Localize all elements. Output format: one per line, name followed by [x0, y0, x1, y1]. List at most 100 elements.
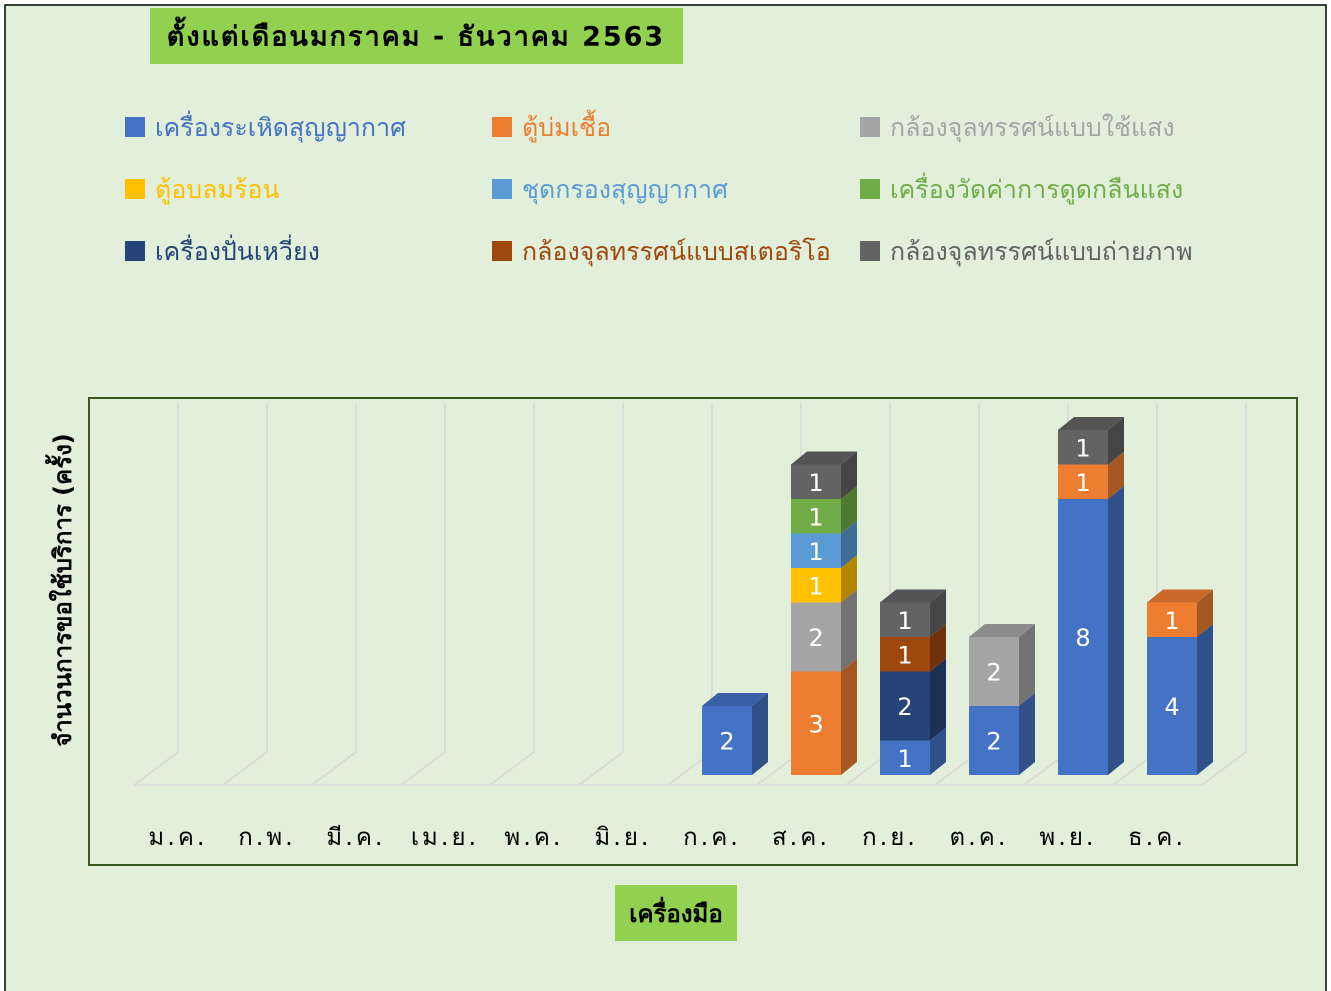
- bar-top: [702, 693, 768, 706]
- bar: [702, 706, 752, 775]
- bar: [880, 671, 930, 741]
- data-label: 1: [1075, 469, 1090, 497]
- data-label: 2: [719, 728, 734, 756]
- x-axis-label: เครื่องมือ: [629, 896, 723, 928]
- x-tick-label: ก.ค.: [683, 823, 741, 851]
- data-label: 2: [986, 659, 1001, 687]
- data-label: 8: [1075, 624, 1090, 652]
- bar-side: [841, 589, 857, 672]
- bar-side: [841, 520, 857, 568]
- bar: [791, 533, 841, 568]
- data-label: 1: [897, 607, 912, 635]
- data-label: 1: [808, 572, 823, 600]
- legend-label: ตู้อบลมร้อน: [155, 175, 279, 205]
- legend-label: ตู้บ่มเชื้อ: [522, 109, 611, 143]
- legend-swatch: [492, 241, 512, 261]
- x-tick-label: ก.ย.: [862, 823, 918, 851]
- bar-side: [930, 727, 946, 775]
- floor-line: [400, 751, 446, 786]
- bar-side: [752, 693, 768, 775]
- legend-swatch: [125, 117, 145, 137]
- bar: [1147, 637, 1197, 775]
- x-tick-label: พ.ค.: [504, 823, 563, 851]
- title-box: [150, 8, 683, 64]
- bar: [791, 464, 841, 499]
- bar-side: [841, 555, 857, 603]
- y-axis-label: จำนวนการขอใช้บริการ (ครั้ง): [44, 433, 77, 747]
- data-label: 3: [808, 710, 823, 738]
- plot-area: [88, 397, 1298, 866]
- x-tick-label: เม.ย.: [411, 823, 479, 851]
- data-label: 2: [808, 624, 823, 652]
- floor-line: [489, 751, 535, 786]
- bar: [791, 499, 841, 534]
- legend-swatch: [492, 117, 512, 137]
- legend-label: กล้องจุลทรรศน์แบบถ่ายภาพ: [890, 237, 1193, 267]
- legend-label: เครื่องวัดค่าการดูดกลืนแสง: [890, 172, 1183, 205]
- bar: [1058, 430, 1108, 465]
- bar: [880, 637, 930, 672]
- bar-side: [930, 658, 946, 741]
- legend-swatch: [492, 179, 512, 199]
- bar-side: [841, 486, 857, 534]
- legend-label: ชุดกรองสุญญากาศ: [522, 175, 728, 205]
- floor-line: [133, 751, 179, 786]
- legend-label: กล้องจุลทรรศน์แบบใช้แสง: [890, 113, 1175, 143]
- legend-swatch: [860, 117, 880, 137]
- bar: [791, 568, 841, 603]
- bar: [969, 637, 1019, 706]
- x-tick-label: ม.ค.: [148, 823, 207, 851]
- legend-swatch: [125, 241, 145, 261]
- bar-side: [930, 589, 946, 637]
- chart-title: ตั้งแต่เดือนมกราคม - ธันวาคม 2563: [167, 16, 665, 53]
- bar-top: [969, 624, 1035, 637]
- bar-side: [930, 624, 946, 672]
- bar-side: [1108, 451, 1124, 499]
- bar-side: [1019, 693, 1035, 775]
- bar-top: [880, 589, 946, 603]
- bar-side: [1197, 624, 1213, 775]
- bar-top: [791, 451, 857, 465]
- floor-line: [311, 751, 357, 786]
- data-label: 1: [808, 503, 823, 531]
- x-tick-label: มี.ค.: [326, 823, 385, 851]
- legend-swatch: [860, 179, 880, 199]
- bar: [791, 602, 841, 672]
- bar-side: [841, 658, 857, 775]
- floor-line: [578, 751, 624, 786]
- bar: [880, 602, 930, 637]
- bar-side: [1108, 486, 1124, 775]
- x-tick-label: มิ.ย.: [594, 823, 651, 851]
- bar: [880, 740, 930, 775]
- bar: [791, 671, 841, 775]
- bar-side: [1197, 589, 1213, 637]
- data-label: 2: [897, 693, 912, 721]
- bar-top: [1058, 417, 1124, 430]
- data-label: 1: [897, 745, 912, 773]
- legend-label: เครื่องระเหิดสุญญากาศ: [155, 110, 406, 143]
- data-label: 1: [1075, 434, 1090, 462]
- bar: [1147, 602, 1197, 637]
- bar-top: [1147, 589, 1213, 603]
- bar-side: [1019, 624, 1035, 706]
- data-label: 1: [1164, 607, 1179, 635]
- floor-line: [222, 751, 268, 786]
- floor-line: [1201, 751, 1247, 786]
- x-tick-label: ก.พ.: [238, 823, 296, 851]
- bar-side: [1108, 417, 1124, 465]
- data-label: 2: [986, 728, 1001, 756]
- bar: [1058, 464, 1108, 499]
- data-label: 1: [808, 469, 823, 497]
- x-tick-label: ส.ค.: [772, 823, 830, 851]
- x-tick-label: ธ.ค.: [1128, 823, 1186, 851]
- bar: [1058, 499, 1108, 775]
- data-label: 1: [808, 538, 823, 566]
- legend-swatch: [860, 241, 880, 261]
- legend-swatch: [125, 179, 145, 199]
- bar: [969, 706, 1019, 775]
- legend-label: กล้องจุลทรรศน์แบบสเตอริโอ: [522, 237, 831, 267]
- x-label-box: [615, 885, 737, 941]
- x-tick-label: พ.ย.: [1039, 823, 1096, 851]
